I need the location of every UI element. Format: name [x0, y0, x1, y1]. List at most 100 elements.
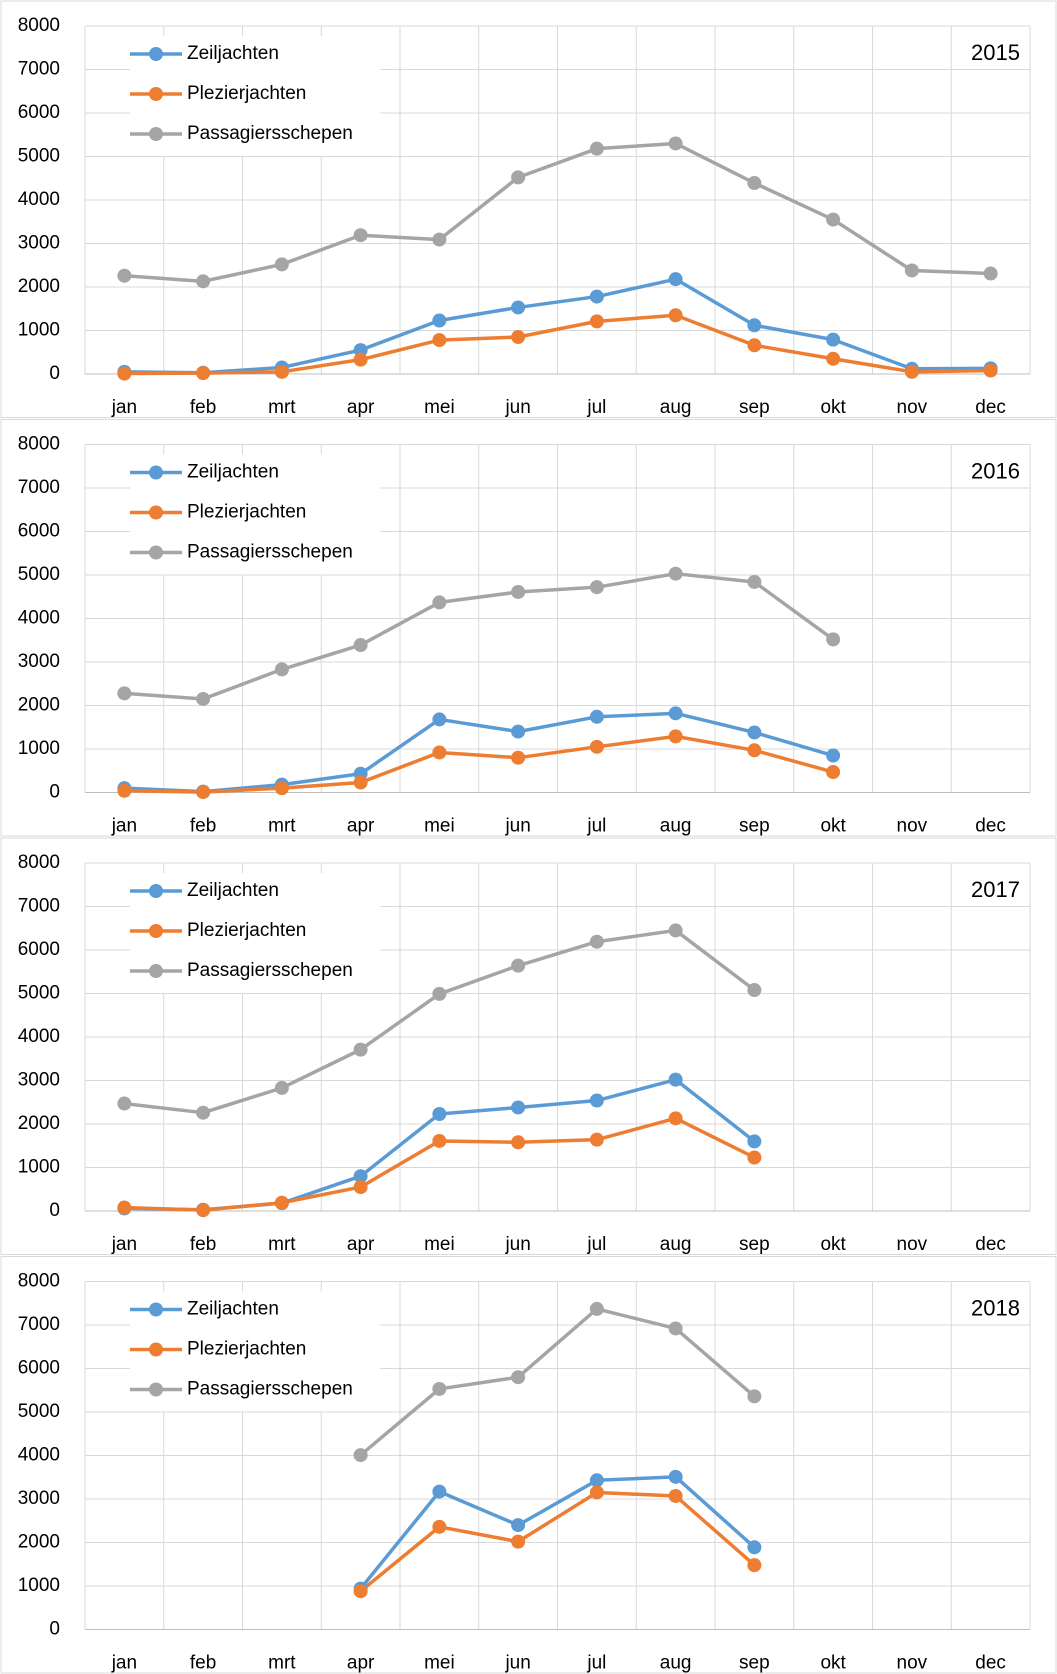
data-point: [432, 745, 447, 760]
data-point: [117, 783, 132, 798]
series-line: [124, 141, 991, 284]
legend-marker: [149, 127, 163, 141]
x-tick-label: dec: [975, 816, 1006, 837]
data-point: [353, 352, 368, 367]
data-point: [589, 141, 604, 156]
y-tick-label: 6000: [18, 939, 60, 960]
data-point: [274, 781, 289, 796]
data-point: [589, 289, 604, 304]
y-tick-label: 2000: [18, 276, 60, 297]
data-point: [511, 170, 526, 185]
legend-label: Zeiljachten: [187, 880, 279, 901]
series-line: [359, 1307, 756, 1457]
series-line: [124, 571, 835, 701]
legend-background: [130, 1291, 380, 1412]
y-tick-label: 4000: [18, 608, 60, 629]
y-tick-label: 0: [49, 782, 60, 803]
x-tick-label: jul: [586, 1234, 606, 1255]
data-point: [668, 1469, 683, 1484]
legend-marker: [149, 545, 163, 560]
data-point: [826, 748, 841, 763]
chart-panel: 0 1000 2000 3000 4000 5000 6000 7000 8000 jan feb m…: [0, 1256, 1057, 1674]
x-tick-label: dec: [975, 1234, 1006, 1255]
legend-marker: [149, 47, 163, 61]
y-tick-label: 0: [49, 1619, 60, 1640]
y-tick-label: 4000: [18, 1445, 60, 1466]
x-tick-label: nov: [897, 1234, 928, 1255]
data-point: [747, 176, 762, 191]
y-tick-label: 7000: [18, 896, 60, 917]
data-point: [353, 1448, 368, 1463]
y-tick-label: 4000: [18, 189, 60, 210]
x-tick-label: mrt: [268, 1653, 296, 1674]
data-point: [511, 584, 526, 599]
x-tick-label: okt: [820, 397, 846, 418]
x-tick-label: mei: [424, 1653, 455, 1674]
legend-label: Plezierjachten: [187, 83, 306, 104]
legend-marker: [149, 964, 163, 978]
x-tick-label: jun: [504, 1234, 530, 1255]
legend-label: Zeiljachten: [187, 1299, 279, 1320]
data-point: [747, 574, 762, 589]
y-tick-label: 2000: [18, 1113, 60, 1134]
data-point: [668, 566, 683, 581]
x-tick-label: okt: [820, 1653, 846, 1674]
data-point: [668, 923, 683, 938]
data-point: [511, 1135, 526, 1150]
data-point: [747, 725, 762, 740]
data-point: [904, 364, 919, 379]
data-point: [511, 750, 526, 765]
y-tick-label: 8000: [18, 434, 60, 455]
data-point: [274, 662, 289, 677]
data-point: [747, 1558, 762, 1573]
legend-label: Passagiersschepen: [187, 123, 353, 144]
x-tick-label: jun: [504, 397, 530, 418]
legend-marker: [149, 465, 163, 480]
data-point: [353, 228, 368, 243]
data-point: [117, 1200, 132, 1215]
legend-background: [130, 873, 380, 993]
data-point: [511, 300, 526, 315]
data-point: [747, 1134, 762, 1149]
legend-marker: [149, 1382, 163, 1397]
x-tick-label: jun: [504, 816, 530, 837]
x-tick-label: apr: [347, 816, 375, 837]
data-point: [589, 1132, 604, 1147]
x-tick-label: nov: [897, 816, 928, 837]
legend-marker: [149, 1302, 163, 1317]
y-tick-label: 2000: [18, 1532, 60, 1553]
x-tick-label: aug: [660, 397, 692, 418]
data-point: [826, 351, 841, 366]
x-tick-label: mei: [424, 816, 455, 837]
x-tick-label: okt: [820, 1234, 846, 1255]
data-point: [511, 1100, 526, 1115]
legend-label: Zeiljachten: [187, 43, 279, 64]
data-point: [983, 266, 998, 281]
x-tick-label: jun: [504, 1653, 530, 1674]
data-point: [826, 212, 841, 227]
data-point: [511, 1534, 526, 1549]
y-tick-label: 8000: [18, 852, 60, 873]
data-point: [511, 958, 526, 973]
data-point: [589, 1093, 604, 1108]
y-tick-label: 0: [49, 363, 60, 384]
x-tick-label: jul: [586, 1653, 606, 1674]
data-point: [196, 785, 211, 800]
y-tick-label: 5000: [18, 564, 60, 585]
data-point: [511, 1518, 526, 1533]
x-tick-label: apr: [347, 397, 375, 418]
x-tick-label: jan: [111, 397, 137, 418]
y-tick-label: 0: [49, 1200, 60, 1221]
y-tick-label: 2000: [18, 695, 60, 716]
data-point: [432, 712, 447, 727]
x-tick-label: jul: [586, 816, 606, 837]
data-point: [353, 1584, 368, 1599]
data-point: [826, 332, 841, 347]
x-tick-label: feb: [190, 1653, 216, 1674]
y-tick-label: 3000: [18, 1488, 60, 1509]
data-point: [432, 1106, 447, 1121]
x-tick-label: mrt: [268, 816, 296, 837]
data-point: [668, 1488, 683, 1503]
legend-label: Plezierjachten: [187, 920, 306, 941]
data-point: [589, 1301, 604, 1316]
